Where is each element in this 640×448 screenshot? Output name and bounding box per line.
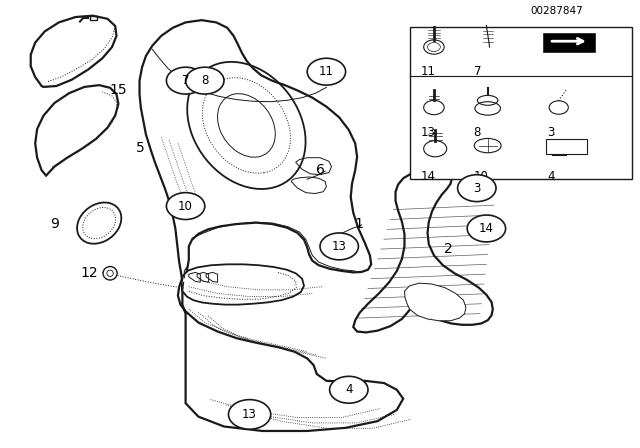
Text: 14: 14 bbox=[421, 170, 436, 183]
Text: 2: 2 bbox=[444, 241, 452, 256]
Circle shape bbox=[330, 376, 368, 403]
Text: 7: 7 bbox=[182, 74, 189, 87]
Text: 3: 3 bbox=[473, 181, 481, 195]
Polygon shape bbox=[182, 264, 304, 305]
FancyBboxPatch shape bbox=[410, 27, 632, 179]
Text: 00287847: 00287847 bbox=[531, 6, 583, 16]
Text: 10: 10 bbox=[474, 170, 488, 183]
Text: 13: 13 bbox=[242, 408, 257, 421]
Text: 8: 8 bbox=[474, 126, 481, 139]
Text: 4: 4 bbox=[547, 170, 555, 183]
Text: 9: 9 bbox=[50, 217, 59, 231]
Polygon shape bbox=[404, 283, 466, 321]
FancyBboxPatch shape bbox=[543, 33, 595, 52]
Text: 1: 1 bbox=[354, 217, 363, 231]
Text: 11: 11 bbox=[421, 65, 436, 78]
Text: 8: 8 bbox=[201, 74, 209, 87]
Circle shape bbox=[166, 193, 205, 220]
Text: 3: 3 bbox=[547, 126, 555, 139]
Text: 4: 4 bbox=[345, 383, 353, 396]
Text: 11: 11 bbox=[319, 65, 334, 78]
Circle shape bbox=[307, 58, 346, 85]
Circle shape bbox=[228, 400, 271, 429]
Text: 13: 13 bbox=[421, 126, 436, 139]
Text: 7: 7 bbox=[474, 65, 481, 78]
Text: 6: 6 bbox=[316, 163, 324, 177]
Text: 10: 10 bbox=[178, 199, 193, 213]
Ellipse shape bbox=[103, 267, 117, 280]
Text: 15: 15 bbox=[109, 82, 127, 97]
Text: 14: 14 bbox=[479, 222, 494, 235]
Text: 13: 13 bbox=[332, 240, 347, 253]
Text: 5: 5 bbox=[136, 141, 145, 155]
Circle shape bbox=[458, 175, 496, 202]
Circle shape bbox=[320, 233, 358, 260]
Circle shape bbox=[467, 215, 506, 242]
Text: 12: 12 bbox=[81, 266, 99, 280]
Circle shape bbox=[166, 67, 205, 94]
Circle shape bbox=[186, 67, 224, 94]
